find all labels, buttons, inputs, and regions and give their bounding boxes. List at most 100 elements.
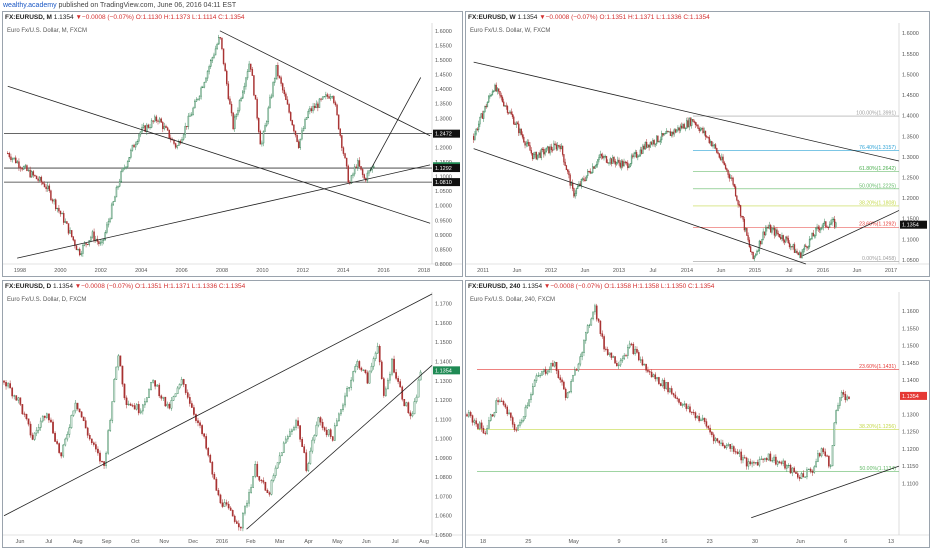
candle-body — [486, 428, 488, 434]
candle-body — [548, 146, 550, 154]
candle-body — [164, 396, 167, 407]
candle-body — [69, 230, 71, 234]
candle-body — [731, 446, 733, 449]
candle-body — [561, 145, 564, 155]
author-link[interactable]: wealthy.academy — [3, 2, 57, 9]
candle-body — [80, 253, 83, 256]
candle-body — [38, 176, 41, 181]
candle-body — [666, 130, 668, 134]
candle-body — [701, 417, 704, 421]
candle-body — [614, 356, 616, 364]
candle-body — [510, 111, 512, 115]
candle-body — [564, 161, 566, 166]
y-tick-label: 1.1000 — [435, 175, 452, 181]
chart-h4[interactable]: Euro Fx/U.S. Dollar, 240, FXCM 1.1600 1.15… — [466, 292, 929, 547]
candle-body — [262, 480, 265, 483]
fib-level-label: 23.60%(1.1292) — [859, 222, 896, 228]
candle-body — [280, 77, 282, 84]
candle-body — [678, 127, 680, 131]
candle-body — [736, 195, 738, 201]
candle-body — [594, 305, 596, 313]
candle-body — [509, 111, 511, 114]
candle-body — [630, 343, 633, 345]
candle-body — [754, 462, 757, 464]
chart-weekly[interactable]: Euro Fx/U.S. Dollar, W, FXCM 1.6000 1.5500… — [466, 23, 929, 276]
candle-body — [78, 248, 81, 256]
candle-body — [46, 413, 48, 418]
candle-body — [756, 251, 758, 255]
candle-body — [580, 178, 583, 186]
candle-body — [815, 227, 817, 236]
candle-body — [158, 118, 161, 122]
x-tick-label: Aug — [419, 539, 429, 545]
candle-body — [268, 492, 271, 495]
candle-body — [134, 143, 137, 148]
candle-body — [587, 170, 589, 177]
symbol-label[interactable]: FX:EURUSD, W — [468, 14, 516, 21]
price-label: 1.1354 — [902, 394, 919, 400]
candle-body — [637, 156, 639, 158]
candle-body — [276, 462, 279, 469]
trendline — [219, 30, 431, 137]
symbol-label[interactable]: FX:EURUSD, M — [5, 14, 52, 21]
candle-body — [353, 166, 356, 175]
panel-monthly[interactable]: FX:EURUSD, M 1.1354 ▼−0.0008 (−0.07%) O:… — [2, 11, 463, 277]
candle-body — [826, 455, 828, 457]
candle-body — [72, 236, 75, 241]
candle-body — [530, 394, 532, 400]
panel-daily[interactable]: FX:EURUSD, D 1.1354 ▼−0.0008 (−0.07%) O:… — [2, 280, 463, 548]
candle-body — [780, 236, 782, 239]
candle-body — [281, 83, 284, 91]
candle-body — [131, 405, 134, 407]
x-tick-label: 2016 — [216, 539, 228, 545]
candle-body — [796, 250, 798, 254]
candle-body — [765, 458, 768, 461]
candle-body — [313, 105, 316, 109]
x-tick-label: 2012 — [297, 268, 309, 274]
candle-body — [828, 224, 831, 228]
candle-body — [417, 379, 420, 398]
candle-body — [846, 396, 848, 401]
candle-body — [105, 452, 107, 466]
candle-body — [534, 151, 536, 155]
candle-body — [525, 143, 527, 146]
candle-body — [409, 412, 412, 417]
candle-body — [655, 135, 658, 145]
candle-body — [162, 396, 165, 399]
candle-body — [178, 384, 181, 389]
chart-monthly[interactable]: Euro Fx/U.S. Dollar, M, FXCM 1.6000 1.5500… — [3, 23, 462, 276]
price-label-box — [900, 220, 927, 229]
candle-body — [40, 176, 43, 183]
candle-body — [634, 348, 636, 354]
candle-body — [568, 391, 571, 394]
panel-h4[interactable]: FX:EURUSD, 240 1.1354 ▼−0.0008 (−0.07%) … — [465, 280, 930, 548]
candle-body — [472, 136, 475, 140]
candle-body — [625, 355, 627, 357]
chart-daily[interactable]: Euro Fx/U.S. Dollar, D, FXCM 1.1700 1.1600… — [3, 292, 462, 547]
x-tick-label: Jun — [16, 539, 25, 545]
candle-body — [156, 384, 159, 387]
candle-body — [305, 117, 308, 120]
y-tick-label: 1.1400 — [902, 378, 919, 384]
panel-weekly[interactable]: FX:EURUSD, W 1.1354 ▼−0.0008 (−0.07%) O:… — [465, 11, 930, 277]
candle-body — [283, 89, 286, 95]
change-value: ▼−0.0008 (−0.07%) — [543, 283, 603, 290]
candle-body — [776, 461, 779, 465]
candle-body — [373, 166, 375, 168]
candle-body — [593, 166, 595, 169]
symbol-label[interactable]: FX:EURUSD, D — [5, 283, 52, 290]
candle-body — [473, 420, 476, 423]
candle-body — [320, 98, 322, 100]
candle-body — [106, 224, 108, 233]
candle-body — [619, 162, 621, 168]
candle-body — [737, 199, 739, 205]
candle-body — [687, 120, 689, 128]
symbol-label[interactable]: FX:EURUSD, 240 — [468, 283, 521, 290]
candle-body — [9, 383, 11, 389]
candle-body — [197, 98, 199, 100]
candle-body — [605, 348, 607, 350]
candle-body — [163, 125, 166, 130]
candle-body — [197, 420, 199, 423]
candle-body — [117, 185, 119, 188]
candle-body — [648, 144, 650, 148]
